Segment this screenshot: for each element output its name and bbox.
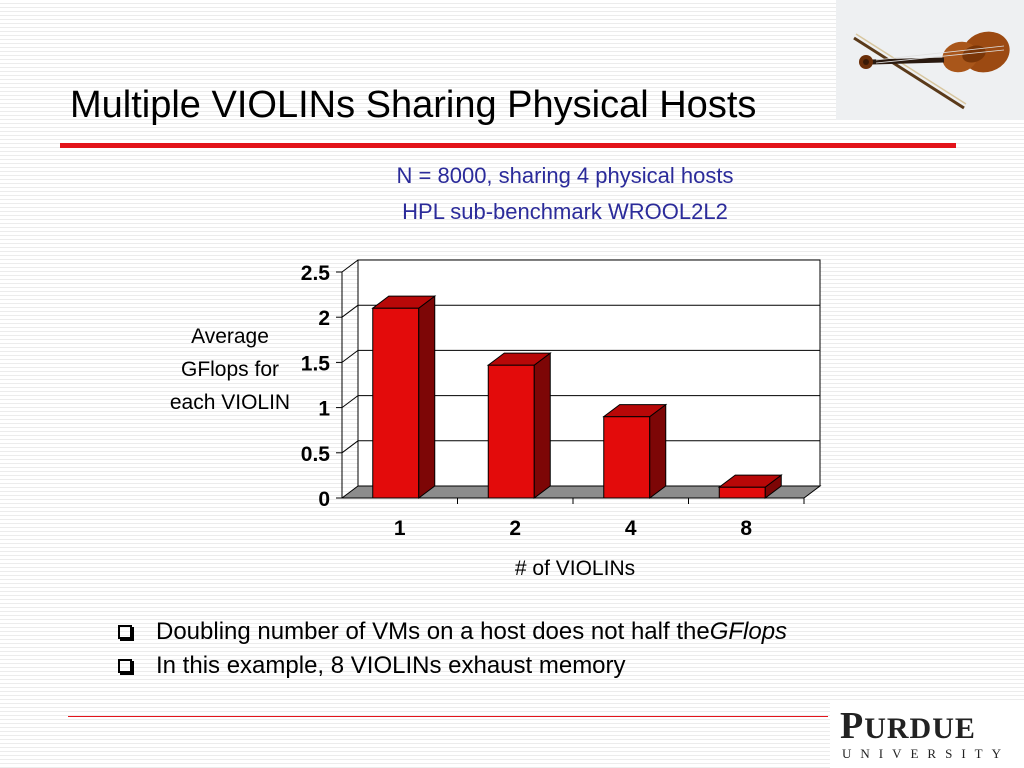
bullet-item: Doubling number of VMs on a host does no… <box>118 615 787 649</box>
bar-side <box>418 295 436 499</box>
logo-subtitle: UNIVERSITY <box>842 746 1010 761</box>
y-axis-label: Average GFlops for each VIOLIN <box>169 325 291 414</box>
gridline-diagonal <box>341 349 359 363</box>
bar-front <box>603 416 651 499</box>
x-tick-label: 1 <box>394 517 406 540</box>
y-tick-label: 1.5 <box>301 352 331 375</box>
y-tick-label: 2 <box>318 307 330 330</box>
bar-front <box>372 307 420 499</box>
bar-top <box>602 404 668 418</box>
y-tick-label: 0 <box>318 488 330 511</box>
y-tick-label: 0.5 <box>301 443 331 466</box>
bar-top <box>486 352 552 366</box>
y-tick-label: 2.5 <box>301 262 331 285</box>
logo-wordmark: PURDUE <box>840 705 976 747</box>
bullet-list: Doubling number of VMs on a host does no… <box>118 615 787 683</box>
bar-top <box>371 295 437 309</box>
slide-title: Multiple VIOLINs Sharing Physical Hosts <box>70 84 757 126</box>
chart-title: N = 8000, sharing 4 physical hosts <box>396 163 734 188</box>
bullet-emphasis: GFlops <box>709 618 788 645</box>
x-tick-label: 2 <box>509 517 521 540</box>
bullet-text: In this example, 8 VIOLINs exhaust memor… <box>156 652 626 679</box>
title-divider <box>60 143 956 148</box>
violin-icon <box>853 31 1010 110</box>
y-tick-label: 1 <box>318 398 330 421</box>
bar-side <box>533 352 551 499</box>
bar-top <box>717 474 783 488</box>
footer-divider <box>68 716 828 717</box>
gridline-diagonal <box>341 440 359 454</box>
gridline-diagonal <box>341 259 359 273</box>
bar-front <box>718 486 766 499</box>
x-tick-label: 8 <box>740 517 752 540</box>
violin-image <box>836 0 1024 120</box>
x-axis-label: # of VIOLINs <box>514 557 636 580</box>
bullet-text: Doubling number of VMs on a host does no… <box>156 618 710 645</box>
chart-subtitle: HPL sub-benchmark WROOL2L2 <box>402 199 728 224</box>
checkbox-bullet-icon <box>118 625 132 639</box>
bar-front <box>487 364 535 499</box>
gridline-diagonal <box>341 304 359 318</box>
gridline-diagonal <box>341 395 359 409</box>
bullet-item: In this example, 8 VIOLINs exhaust memor… <box>118 649 787 683</box>
x-tick-label: 4 <box>625 517 637 540</box>
bar-side <box>649 403 667 499</box>
checkbox-bullet-icon <box>118 659 132 673</box>
purdue-logo: PURDUE UNIVERSITY <box>830 700 1024 768</box>
